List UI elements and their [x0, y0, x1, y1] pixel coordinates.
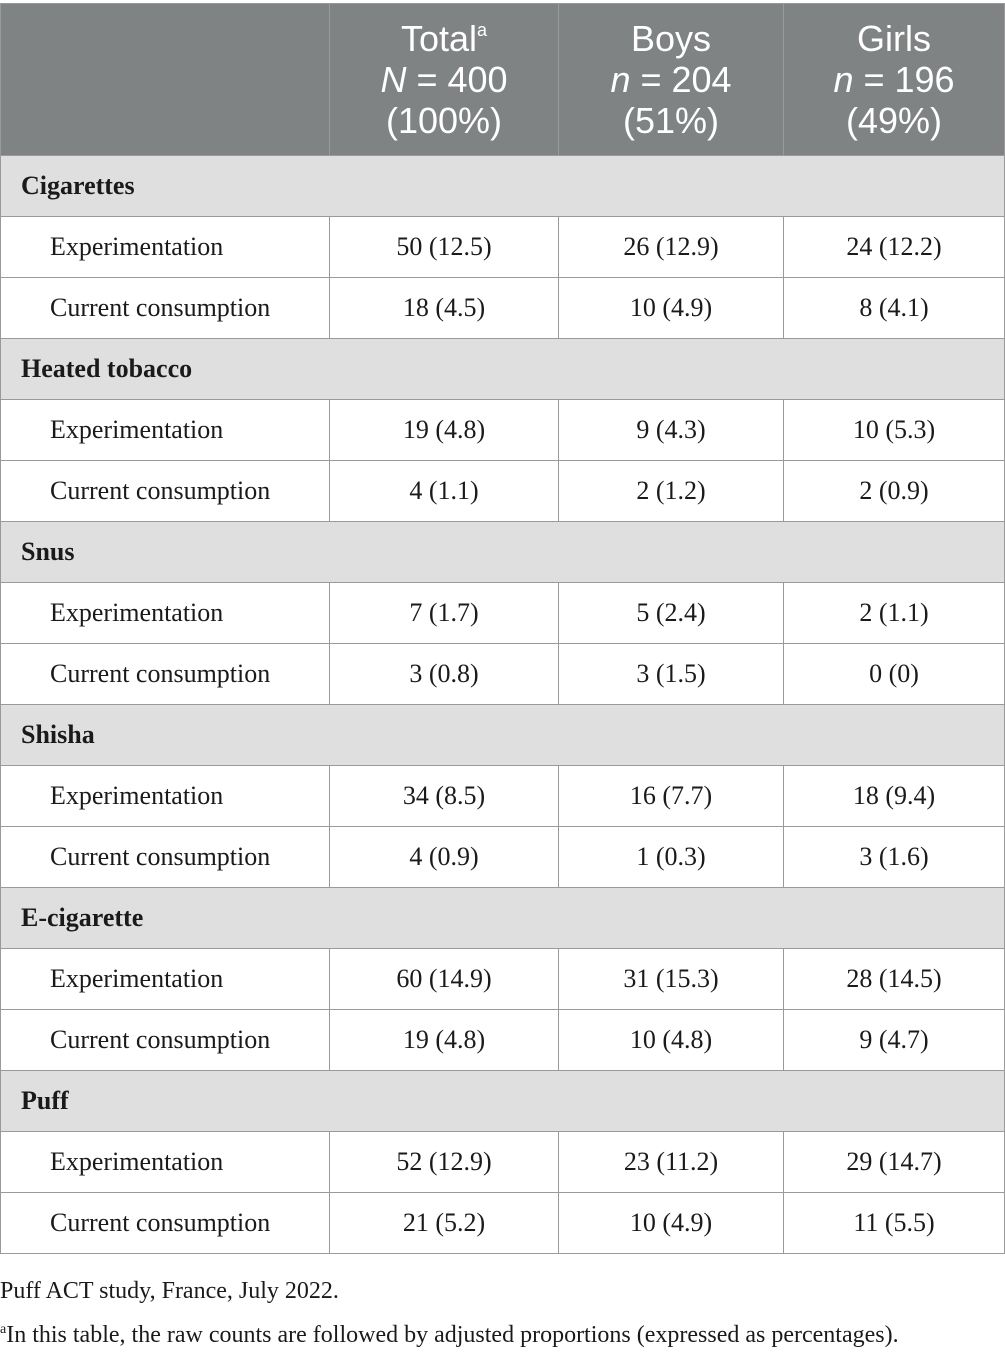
header-girls: Girls n = 196 (49%) [783, 3, 1005, 156]
group-label: Snus [0, 521, 1005, 583]
group-row: Cigarettes [0, 155, 1005, 217]
cell-girls: 18 (9.4) [783, 765, 1005, 827]
header-boys-title: Boys [630, 18, 712, 59]
cell-girls: 0 (0) [783, 643, 1005, 705]
table-row: Experimentation 50 (12.5) 26 (12.9) 24 (12.… [0, 216, 1005, 278]
cell-total: 60 (14.9) [329, 948, 559, 1010]
header-total-footnote-marker: a [477, 20, 488, 40]
header-girls-title: Girls [857, 18, 931, 59]
cell-boys: 9 (4.3) [558, 399, 784, 461]
header-total-title: Total [400, 18, 478, 59]
table-row: Current consumption 21 (5.2) 10 (4.9) 11 (5… [0, 1192, 1005, 1254]
row-label: Current consumption [0, 643, 330, 705]
table-row: Current consumption 18 (4.5) 10 (4.9) 8 (4.… [0, 277, 1005, 339]
cell-total: 50 (12.5) [329, 216, 559, 278]
header-boys-pct: (51%) [622, 100, 720, 141]
header-row: Totala N = 400 (100%) Boys n = 204 (51%)… [0, 3, 1005, 156]
cell-total: 18 (4.5) [329, 277, 559, 339]
footnote-text: In this table, the raw counts are follow… [6, 1322, 899, 1348]
cell-girls: 29 (14.7) [783, 1131, 1005, 1193]
table-row: Current consumption 19 (4.8) 10 (4.8) 9 (4.… [0, 1009, 1005, 1071]
cell-total: 4 (1.1) [329, 460, 559, 522]
table-row: Current consumption 4 (0.9) 1 (0.3) 3 (1.6) [0, 826, 1005, 888]
table-row: Experimentation 7 (1.7) 5 (2.4) 2 (1.1) [0, 582, 1005, 644]
cell-girls: 2 (1.1) [783, 582, 1005, 644]
header-total: Totala N = 400 (100%) [329, 3, 559, 156]
abbreviation-note: aIn this table, the raw counts are follo… [0, 1315, 1005, 1350]
table-body: Cigarettes Experimentation 50 (12.5) 26 (12… [0, 155, 1005, 1254]
cell-total: 3 (0.8) [329, 643, 559, 705]
cell-girls: 11 (5.5) [783, 1192, 1005, 1254]
cell-boys: 10 (4.9) [558, 277, 784, 339]
row-label: Current consumption [0, 460, 330, 522]
table-row: Experimentation 60 (14.9) 31 (15.3) 28 (14.… [0, 948, 1005, 1010]
cell-girls: 9 (4.7) [783, 1009, 1005, 1071]
group-label: Puff [0, 1070, 1005, 1132]
header-total-pct: (100%) [385, 100, 503, 141]
header-girls-n: n = 196 [833, 59, 955, 100]
source-note: Puff ACT study, France, July 2022. [0, 1278, 339, 1304]
cell-boys: 5 (2.4) [558, 582, 784, 644]
group-label: E-cigarette [0, 887, 1005, 949]
cell-boys: 10 (4.8) [558, 1009, 784, 1071]
group-row: Heated tobacco [0, 338, 1005, 400]
header-boys: Boys n = 204 (51%) [558, 3, 784, 156]
header-blank-cell [0, 3, 330, 156]
cell-total: 19 (4.8) [329, 1009, 559, 1071]
table-row: Experimentation 52 (12.9) 23 (11.2) 29 (14.… [0, 1131, 1005, 1193]
row-label: Current consumption [0, 1009, 330, 1071]
cell-girls: 24 (12.2) [783, 216, 1005, 278]
row-label: Current consumption [0, 277, 330, 339]
cell-boys: 10 (4.9) [558, 1192, 784, 1254]
group-label: Heated tobacco [0, 338, 1005, 400]
row-label: Experimentation [0, 216, 330, 278]
group-row: Shisha [0, 704, 1005, 766]
cell-total: 52 (12.9) [329, 1131, 559, 1193]
cell-boys: 26 (12.9) [558, 216, 784, 278]
group-label: Cigarettes [0, 155, 1005, 217]
header-girls-pct: (49%) [845, 100, 943, 141]
cell-total: 19 (4.8) [329, 399, 559, 461]
cell-total: 4 (0.9) [329, 826, 559, 888]
footnotes: Puff ACT study, France, July 2022. aIn t… [0, 1276, 1005, 1359]
table-row: Current consumption 3 (0.8) 3 (1.5) 0 (0) [0, 643, 1005, 705]
cell-boys: 31 (15.3) [558, 948, 784, 1010]
cell-boys: 23 (11.2) [558, 1131, 784, 1193]
cell-girls: 10 (5.3) [783, 399, 1005, 461]
cell-boys: 3 (1.5) [558, 643, 784, 705]
row-label: Experimentation [0, 582, 330, 644]
table-header: Totala N = 400 (100%) Boys n = 204 (51%)… [0, 3, 1005, 156]
table-row: Experimentation 19 (4.8) 9 (4.3) 10 (5.3) [0, 399, 1005, 461]
cell-total: 34 (8.5) [329, 765, 559, 827]
cell-girls: 28 (14.5) [783, 948, 1005, 1010]
group-row: Puff [0, 1070, 1005, 1132]
cell-girls: 3 (1.6) [783, 826, 1005, 888]
group-row: Snus [0, 521, 1005, 583]
row-label: Current consumption [0, 1192, 330, 1254]
group-label: Shisha [0, 704, 1005, 766]
cell-boys: 2 (1.2) [558, 460, 784, 522]
cell-total: 21 (5.2) [329, 1192, 559, 1254]
cell-boys: 16 (7.7) [558, 765, 784, 827]
table-row: Current consumption 4 (1.1) 2 (1.2) 2 (0.9) [0, 460, 1005, 522]
footnote-marker: a [0, 1322, 7, 1337]
group-row: E-cigarette [0, 887, 1005, 949]
row-label: Current consumption [0, 826, 330, 888]
data-table: Totala N = 400 (100%) Boys n = 204 (51%)… [0, 3, 1005, 1254]
cell-girls: 2 (0.9) [783, 460, 1005, 522]
cell-total: 7 (1.7) [329, 582, 559, 644]
table-row: Experimentation 34 (8.5) 16 (7.7) 18 (9.4) [0, 765, 1005, 827]
row-label: Experimentation [0, 948, 330, 1010]
row-label: Experimentation [0, 765, 330, 827]
cell-girls: 8 (4.1) [783, 277, 1005, 339]
cell-boys: 1 (0.3) [558, 826, 784, 888]
row-label: Experimentation [0, 1131, 330, 1193]
header-boys-n: n = 204 [610, 59, 732, 100]
header-total-n: N = 400 [380, 59, 508, 100]
row-label: Experimentation [0, 399, 330, 461]
